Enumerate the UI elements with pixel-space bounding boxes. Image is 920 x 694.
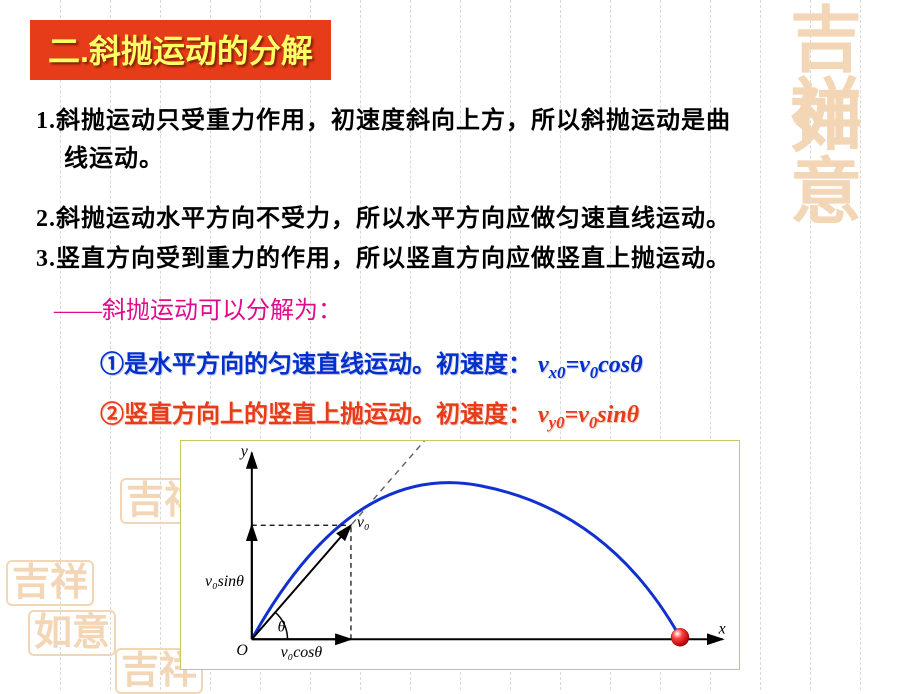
svg-text:v₀cosθ: v₀cosθ bbox=[281, 644, 323, 661]
watermark-seal: 如意 bbox=[790, 85, 920, 229]
point-text: ①是水平方向的匀速直线运动。初速度： bbox=[100, 352, 538, 378]
svg-text:y: y bbox=[239, 443, 249, 460]
body-line: 3.竖直方向受到重力的作用，所以竖直方向应做竖直上抛运动。 bbox=[36, 238, 731, 273]
projectile-svg: y x Ov₀ v₀cosθ v₀sinθ θ bbox=[181, 441, 739, 669]
svg-text:O: O bbox=[236, 642, 248, 659]
section-title-text: 二.斜抛运动的分解 bbox=[48, 33, 313, 69]
watermark-seal: 吉祥 bbox=[790, 5, 920, 149]
body-line: 1.斜抛运动只受重力作用，初速度斜向上方，所以斜抛运动是曲 bbox=[36, 100, 731, 135]
svg-text:θ: θ bbox=[278, 618, 286, 635]
watermark-seal: 吉祥 bbox=[6, 560, 94, 606]
svg-text:v₀: v₀ bbox=[357, 514, 370, 531]
body-line: 2.斜抛运动水平方向不受力，所以水平方向应做匀速直线运动。 bbox=[36, 198, 731, 233]
body-line: 线运动。 bbox=[36, 138, 164, 173]
section-title-bar: 二.斜抛运动的分解 bbox=[30, 20, 331, 80]
sub-heading: ——斜抛运动可以分解为： bbox=[54, 290, 342, 325]
svg-text:v₀sinθ: v₀sinθ bbox=[205, 573, 244, 590]
decomposition-point: ②竖直方向上的竖直上抛运动。初速度： vy0=v0sinθ bbox=[100, 394, 639, 433]
decomposition-point: ①是水平方向的匀速直线运动。初速度： vx0=v0cosθ bbox=[100, 344, 643, 383]
svg-text:x: x bbox=[718, 620, 726, 637]
watermark-seal: 如意 bbox=[28, 610, 116, 656]
projectile-diagram: y x Ov₀ v₀cosθ v₀sinθ θ bbox=[180, 440, 740, 670]
point-formula: vx0=v0cosθ bbox=[538, 352, 643, 378]
point-formula: vy0=v0sinθ bbox=[538, 402, 639, 428]
point-text: ②竖直方向上的竖直上抛运动。初速度： bbox=[100, 402, 538, 428]
